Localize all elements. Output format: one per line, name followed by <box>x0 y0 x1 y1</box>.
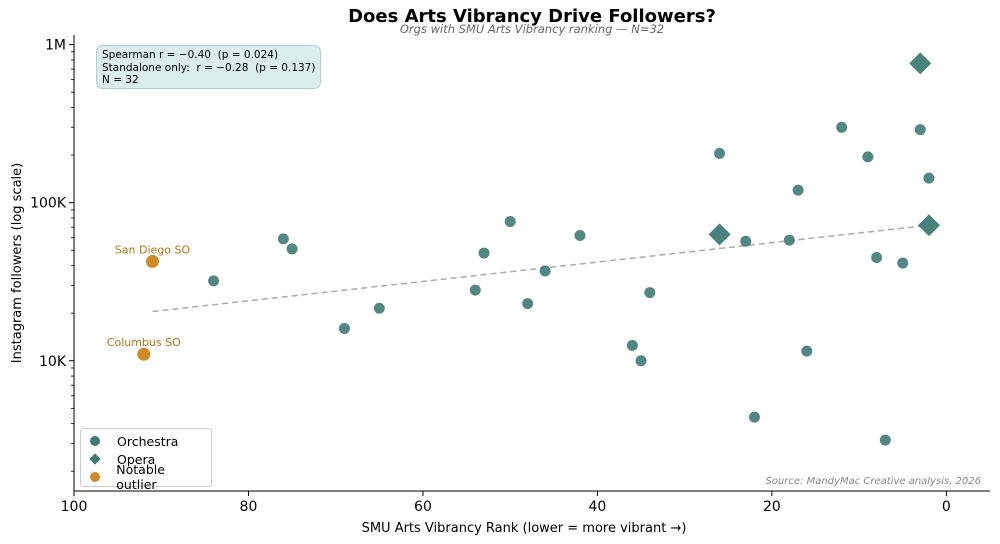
data-point-orchestra <box>879 434 891 446</box>
stats-annotation-box: Spearman r = −0.40 (p = 0.024) Standalon… <box>96 45 321 89</box>
x-axis-label: SMU Arts Vibrancy Rank (lower = more vib… <box>362 521 687 536</box>
data-point-orchestra <box>740 235 752 247</box>
data-point-opera <box>708 223 731 246</box>
legend: Orchestra Opera Notable outlier <box>80 428 212 492</box>
data-point-orchestra <box>923 172 935 184</box>
x-tick-label: 0 <box>942 499 951 515</box>
outlier-label: San Diego SO <box>115 243 191 256</box>
data-point-opera <box>909 52 932 75</box>
data-point-orchestra <box>714 147 726 159</box>
data-point-orchestra <box>635 355 647 367</box>
data-point-orchestra <box>626 339 638 351</box>
legend-label-orchestra: Orchestra <box>117 433 179 449</box>
stats-line-n: N = 32 <box>102 74 139 86</box>
data-point-orchestra <box>277 233 289 245</box>
legend-item-opera: Opera <box>87 450 205 468</box>
source-note: Source: MandyMac Creative analysis, 2026 <box>765 476 981 487</box>
data-point-orchestra <box>373 302 385 314</box>
x-tick-label: 20 <box>763 499 781 515</box>
data-point-orchestra <box>478 247 490 259</box>
y-tick-label: 1M <box>45 38 66 54</box>
data-point-orchestra <box>522 298 534 310</box>
data-point-orchestra <box>801 345 813 357</box>
data-point-orchestra <box>862 151 874 163</box>
chart-title: Does Arts Vibrancy Drive Followers? <box>348 6 716 27</box>
legend-item-outlier: Notable outlier <box>87 462 205 492</box>
y-tick-label: 100K <box>30 196 67 212</box>
data-point-orchestra <box>539 265 551 277</box>
circle-marker-icon <box>87 469 102 485</box>
y-axis-label: Instagram followers (log scale) <box>10 163 25 363</box>
stats-line-spearman: Spearman r = −0.40 (p = 0.024) <box>102 49 279 61</box>
data-point-orchestra <box>914 124 926 136</box>
x-tick-label: 40 <box>589 499 607 515</box>
data-point-orchestra <box>208 275 220 287</box>
data-point-orchestra <box>792 184 804 196</box>
data-point-orchestra <box>748 411 760 423</box>
circle-marker-icon <box>87 433 103 449</box>
x-tick-label: 60 <box>414 499 432 515</box>
legend-item-orchestra: Orchestra <box>87 432 205 450</box>
data-point-orchestra <box>338 322 350 334</box>
outlier-label: Columbus SO <box>107 336 181 349</box>
data-point-orchestra <box>574 229 586 241</box>
y-tick-label: 10K <box>39 354 67 370</box>
chart-subtitle: Orgs with SMU Arts Vibrancy ranking — N=… <box>399 22 665 36</box>
data-point-orchestra <box>783 234 795 246</box>
data-point-orchestra <box>897 257 909 269</box>
data-point-outlier <box>137 347 151 361</box>
data-point-orchestra <box>644 287 656 299</box>
data-point-outlier <box>146 254 160 268</box>
legend-label-opera: Opera <box>117 451 156 467</box>
data-point-orchestra <box>286 243 298 255</box>
stats-line-standalone: Standalone only: r = −0.28 (p = 0.137) <box>102 61 316 74</box>
x-tick-label: 100 <box>61 499 88 515</box>
data-point-orchestra <box>504 216 516 228</box>
data-point-orchestra <box>469 284 481 296</box>
data-point-opera <box>917 214 940 237</box>
diamond-marker-icon <box>87 451 103 467</box>
data-point-orchestra <box>871 251 883 263</box>
legend-label-outlier: Notable outlier <box>116 462 165 492</box>
data-point-orchestra <box>836 121 848 133</box>
x-tick-label: 80 <box>240 499 258 515</box>
